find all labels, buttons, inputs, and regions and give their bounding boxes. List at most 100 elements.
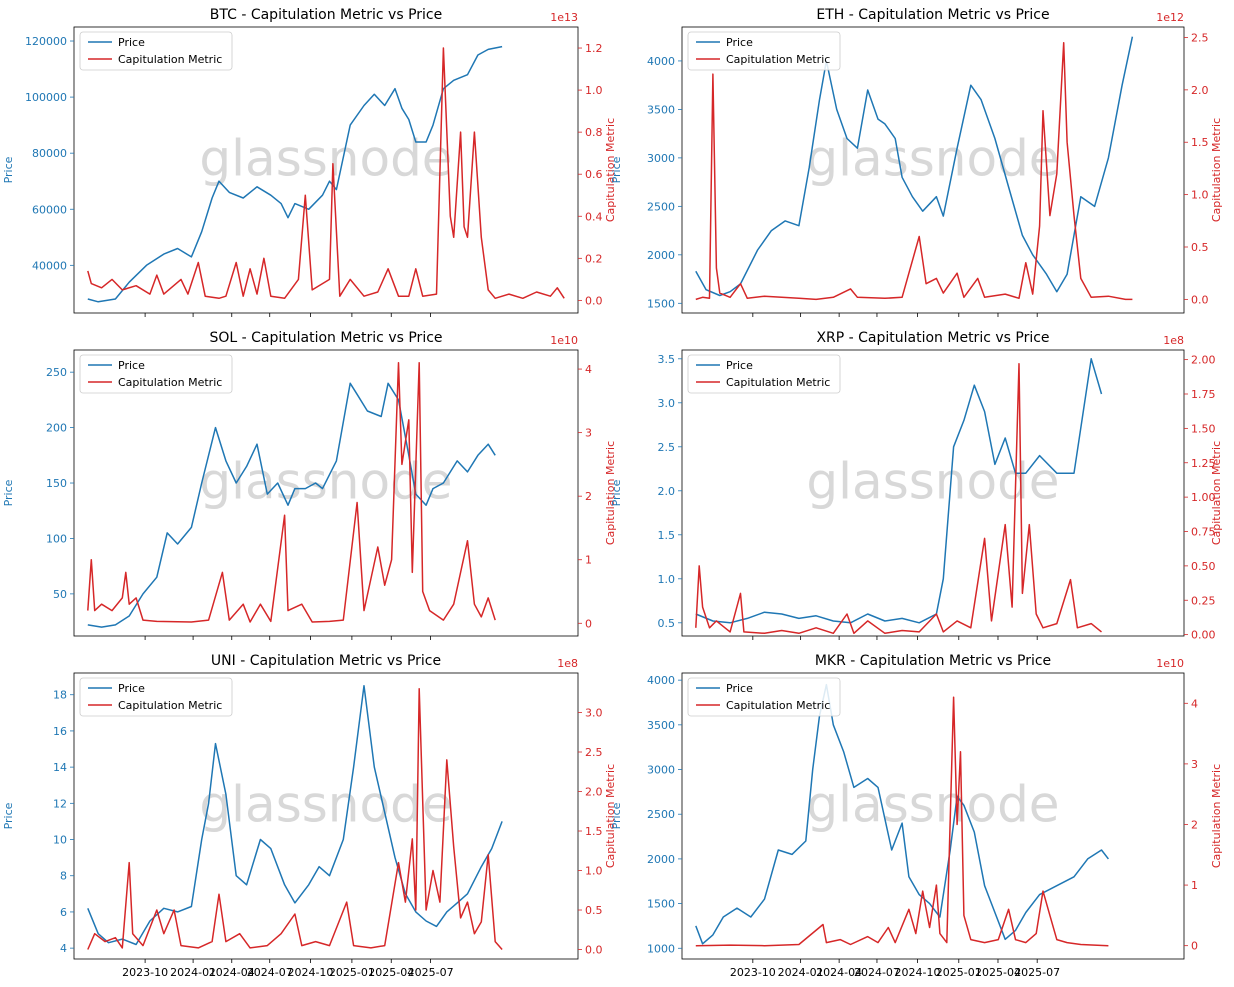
chart-5-price-tick-label: 2500 bbox=[647, 808, 675, 821]
chart-4-price-tick-label: 4 bbox=[60, 942, 67, 955]
chart-2-price-tick-label: 250 bbox=[46, 366, 67, 379]
chart-4-price-tick-label: 6 bbox=[60, 906, 67, 919]
chart-5-metric-tick-label: 1 bbox=[1191, 879, 1198, 892]
chart-5-watermark: glassnode bbox=[806, 776, 1059, 834]
chart-4-price-tick-label: 12 bbox=[53, 797, 67, 810]
chart-5-metric-tick-label: 2 bbox=[1191, 818, 1198, 831]
chart-1-price-tick-label: 4000 bbox=[647, 55, 675, 68]
chart-2-metric-tick-label: 2 bbox=[585, 490, 592, 503]
chart-0-metric-line bbox=[87, 47, 565, 300]
chart-3-price-tick-label: 1.5 bbox=[658, 529, 676, 542]
chart-0-metric-tick-label: 0.4 bbox=[585, 210, 603, 223]
chart-3-metric-tick-label: 1.00 bbox=[1191, 491, 1216, 504]
chart-5-title: MKR - Capitulation Metric vs Price bbox=[815, 653, 1051, 669]
chart-4-x-tick-label: 2025-01 bbox=[329, 966, 375, 979]
chart-3-legend-label-price: Price bbox=[726, 359, 753, 372]
chart-4-metric-line bbox=[87, 688, 503, 950]
chart-4-price-tick-label: 18 bbox=[53, 689, 67, 702]
chart-5-x-tick-label: 2024-01 bbox=[778, 966, 824, 979]
chart-5-frame bbox=[681, 672, 1185, 960]
chart-2-metric-tick-label: 3 bbox=[585, 427, 592, 440]
chart-5-legend bbox=[687, 677, 841, 717]
chart-0-price-line bbox=[87, 45, 503, 303]
chart-1-metric-line bbox=[695, 41, 1133, 301]
chart-1-price-tick-label: 3500 bbox=[647, 103, 675, 116]
chart-5-price-line bbox=[695, 683, 1109, 945]
chart-1-frame bbox=[681, 26, 1185, 314]
chart-1-price-line bbox=[695, 36, 1134, 297]
chart-4-watermark: glassnode bbox=[199, 776, 452, 834]
chart-0-metric-exponent: 1e13 bbox=[550, 11, 578, 24]
chart-4-x-tick-label: 2024-01 bbox=[170, 966, 216, 979]
chart-5-y2label: Capitulation Metric bbox=[1210, 764, 1223, 868]
chart-3-metric-tick-label: 0.00 bbox=[1191, 629, 1216, 642]
chart-3-frame bbox=[681, 349, 1185, 637]
chart-2-legend-label-price: Price bbox=[118, 359, 145, 372]
chart-4-x-tick-label: 2024-04 bbox=[209, 966, 255, 979]
chart-2-price-tick-label: 200 bbox=[46, 422, 67, 435]
chart-3-price-tick-label: 0.5 bbox=[658, 617, 676, 630]
chart-5-x-tick-label: 2024-10 bbox=[895, 966, 941, 979]
chart-5-metric-line bbox=[695, 696, 1109, 947]
chart-1-price-tick-label: 3000 bbox=[647, 152, 675, 165]
chart-4-metric-tick-label: 1.5 bbox=[585, 825, 603, 838]
chart-0-metric-tick-label: 1.0 bbox=[585, 84, 603, 97]
chart-5-price-tick-label: 4000 bbox=[647, 674, 675, 687]
chart-2-legend bbox=[79, 354, 233, 394]
chart-5-x-tick-label: 2024-04 bbox=[816, 966, 862, 979]
chart-2-metric-tick-label: 1 bbox=[585, 554, 592, 567]
chart-3-metric-tick-label: 1.25 bbox=[1191, 457, 1216, 470]
chart-4-metric-tick-label: 2.0 bbox=[585, 786, 603, 799]
chart-1-metric-tick-label: 0.0 bbox=[1191, 293, 1209, 306]
chart-5-price-tick-label: 3000 bbox=[647, 764, 675, 777]
chart-5-ylabel: Price bbox=[610, 802, 623, 829]
chart-0-metric-tick-label: 0.2 bbox=[585, 252, 603, 265]
chart-4-metric-tick-label: 3.0 bbox=[585, 707, 603, 720]
chart-2-metric-line bbox=[87, 361, 496, 623]
chart-3-metric-tick-label: 2.00 bbox=[1191, 354, 1216, 367]
chart-0-watermark: glassnode bbox=[199, 130, 452, 188]
chart-1-metric-tick-label: 2.0 bbox=[1191, 84, 1209, 97]
chart-1-watermark: glassnode bbox=[806, 130, 1059, 188]
chart-5-x-tick-label: 2025-07 bbox=[1014, 966, 1060, 979]
chart-3-metric-tick-label: 0.50 bbox=[1191, 560, 1216, 573]
chart-5-x-tick-label: 2025-04 bbox=[975, 966, 1021, 979]
chart-4-metric-tick-label: 2.5 bbox=[585, 746, 603, 759]
chart-1-metric-tick-label: 2.5 bbox=[1191, 31, 1209, 44]
chart-4-price-tick-label: 16 bbox=[53, 725, 67, 738]
chart-4-price-tick-label: 8 bbox=[60, 870, 67, 883]
chart-0-price-tick-label: 80000 bbox=[32, 147, 67, 160]
chart-3-metric-tick-label: 1.50 bbox=[1191, 422, 1216, 435]
chart-5-metric-tick-label: 3 bbox=[1191, 758, 1198, 771]
chart-2-ylabel: Price bbox=[2, 479, 15, 506]
chart-0-ylabel: Price bbox=[2, 156, 15, 183]
chart-2-y2label: Capitulation Metric bbox=[604, 441, 617, 545]
chart-0-metric-tick-label: 0.8 bbox=[585, 126, 603, 139]
chart-4-price-tick-label: 10 bbox=[53, 834, 67, 847]
chart-5-price-tick-label: 1000 bbox=[647, 942, 675, 955]
chart-4-metric-tick-label: 1.0 bbox=[585, 865, 603, 878]
chart-3-metric-tick-label: 1.75 bbox=[1191, 388, 1216, 401]
chart-2-price-line bbox=[87, 382, 496, 628]
chart-0-legend-label-metric: Capitulation Metric bbox=[118, 53, 222, 66]
chart-3-ylabel: Price bbox=[610, 479, 623, 506]
chart-4-x-tick-label: 2025-04 bbox=[368, 966, 414, 979]
chart-5-price-tick-label: 3500 bbox=[647, 719, 675, 732]
chart-0-metric-tick-label: 0.6 bbox=[585, 168, 603, 181]
chart-1-title: ETH - Capitulation Metric vs Price bbox=[816, 7, 1049, 23]
chart-3-price-tick-label: 3.0 bbox=[658, 397, 676, 410]
chart-3-price-tick-label: 2.5 bbox=[658, 441, 676, 454]
chart-3-y2label: Capitulation Metric bbox=[1210, 441, 1223, 545]
chart-5-legend-label-price: Price bbox=[726, 682, 753, 695]
chart-2-metric-tick-label: 0 bbox=[585, 617, 592, 630]
chart-4-legend-label-metric: Capitulation Metric bbox=[118, 699, 222, 712]
chart-0-price-tick-label: 120000 bbox=[25, 35, 67, 48]
chart-4-x-tick-label: 2024-10 bbox=[287, 966, 333, 979]
chart-0-price-tick-label: 40000 bbox=[32, 259, 67, 272]
chart-2-metric-tick-label: 4 bbox=[585, 363, 592, 376]
chart-5-metric-tick-label: 0 bbox=[1191, 940, 1198, 953]
chart-2-price-tick-label: 150 bbox=[46, 477, 67, 490]
chart-0-price-tick-label: 60000 bbox=[32, 203, 67, 216]
chart-5-x-tick-label: 2024-07 bbox=[854, 966, 900, 979]
chart-5-metric-exponent: 1e10 bbox=[1156, 657, 1184, 670]
